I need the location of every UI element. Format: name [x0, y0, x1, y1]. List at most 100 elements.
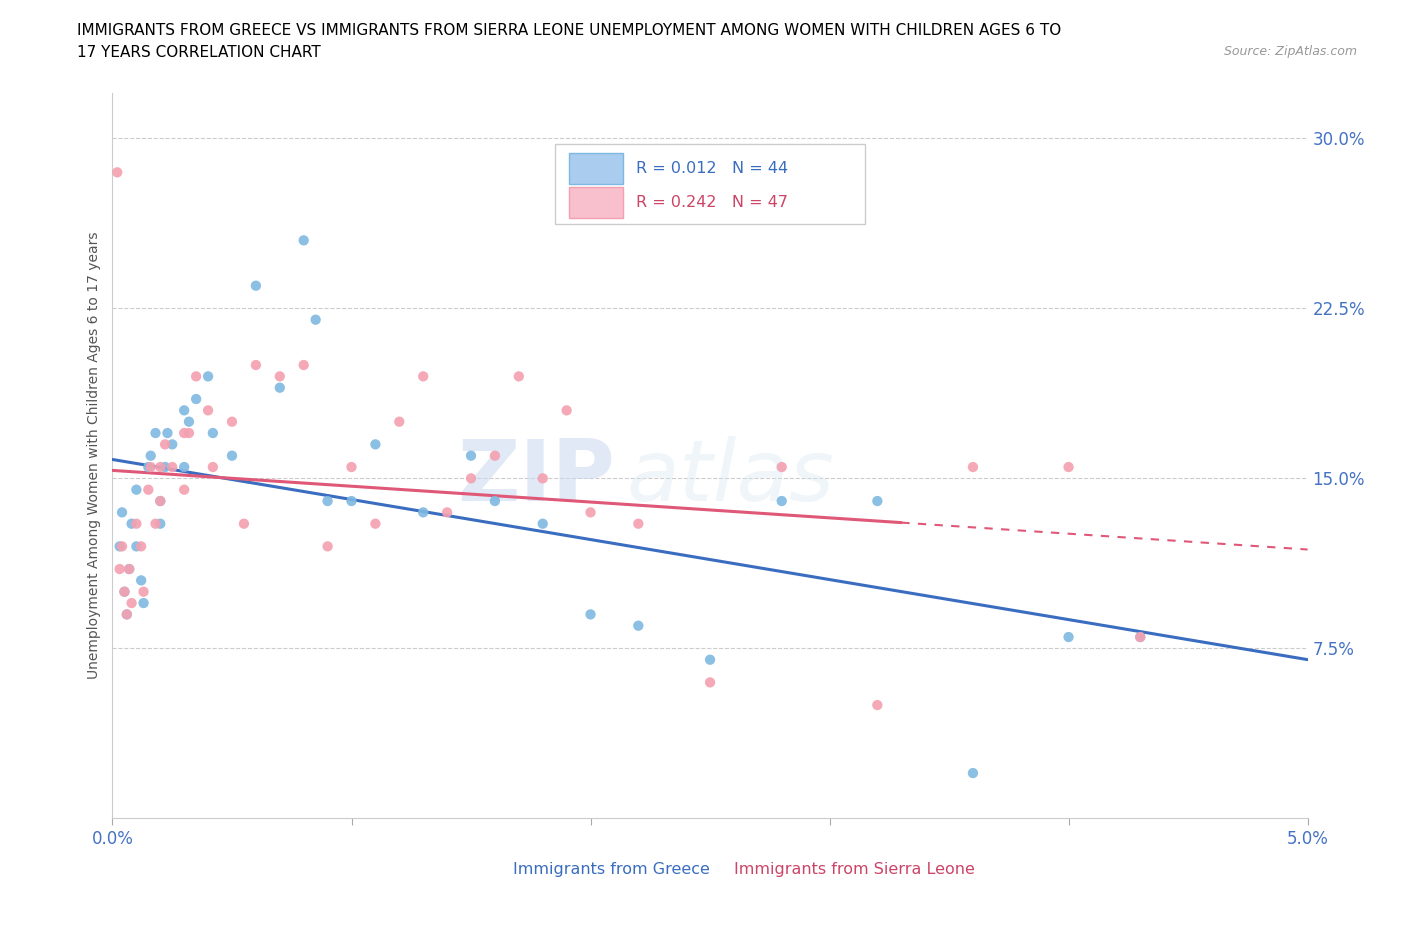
- Point: [173, 483, 195, 498]
- Point: [269, 369, 291, 384]
- Point: [115, 607, 138, 622]
- Point: [129, 539, 152, 554]
- Point: [111, 505, 134, 520]
- Point: [121, 595, 143, 610]
- Point: [156, 426, 179, 441]
- Point: [153, 437, 176, 452]
- Point: [186, 392, 208, 406]
- Point: [555, 403, 578, 418]
- Point: [201, 426, 224, 441]
- Text: ZIP: ZIP: [457, 436, 614, 519]
- Point: [149, 494, 172, 509]
- Point: [125, 516, 148, 531]
- Point: [121, 516, 143, 531]
- Point: [149, 516, 172, 531]
- Point: [1129, 630, 1152, 644]
- Point: [1057, 630, 1080, 644]
- Point: [460, 448, 482, 463]
- Point: [149, 459, 172, 474]
- FancyBboxPatch shape: [519, 857, 564, 880]
- Point: [412, 505, 434, 520]
- Point: [484, 494, 506, 509]
- Point: [1129, 630, 1152, 644]
- Point: [316, 539, 339, 554]
- Point: [316, 494, 339, 509]
- Point: [162, 459, 183, 474]
- Point: [149, 494, 172, 509]
- Point: [177, 414, 200, 429]
- Point: [305, 312, 328, 327]
- Point: [108, 562, 131, 577]
- Point: [132, 595, 155, 610]
- Point: [484, 448, 506, 463]
- Point: [245, 278, 267, 293]
- Point: [173, 459, 195, 474]
- Point: [1057, 459, 1080, 474]
- Point: [114, 584, 135, 599]
- Point: [114, 584, 135, 599]
- Point: [153, 459, 176, 474]
- Point: [139, 459, 162, 474]
- FancyBboxPatch shape: [554, 144, 866, 223]
- Text: IMMIGRANTS FROM GREECE VS IMMIGRANTS FROM SIERRA LEONE UNEMPLOYMENT AMONG WOMEN : IMMIGRANTS FROM GREECE VS IMMIGRANTS FRO…: [77, 23, 1062, 38]
- Point: [173, 403, 195, 418]
- Point: [436, 505, 458, 520]
- Text: 17 YEARS CORRELATION CHART: 17 YEARS CORRELATION CHART: [77, 45, 321, 60]
- Point: [699, 652, 721, 667]
- Point: [233, 516, 256, 531]
- Point: [866, 698, 889, 712]
- Text: R = 0.012   N = 44: R = 0.012 N = 44: [636, 161, 787, 176]
- Point: [364, 437, 387, 452]
- Point: [139, 448, 162, 463]
- Point: [129, 573, 152, 588]
- Point: [770, 494, 793, 509]
- Point: [292, 232, 315, 247]
- FancyBboxPatch shape: [728, 857, 773, 880]
- Point: [292, 357, 315, 372]
- Point: [173, 426, 195, 441]
- Point: [201, 459, 224, 474]
- Point: [125, 539, 148, 554]
- Point: [197, 403, 219, 418]
- Point: [627, 516, 650, 531]
- Point: [111, 539, 134, 554]
- Point: [118, 562, 141, 577]
- FancyBboxPatch shape: [569, 187, 623, 218]
- Point: [340, 459, 363, 474]
- Point: [221, 448, 243, 463]
- Text: Immigrants from Sierra Leone: Immigrants from Sierra Leone: [734, 862, 974, 877]
- Point: [115, 607, 138, 622]
- Point: [186, 369, 208, 384]
- Point: [531, 516, 554, 531]
- Point: [627, 618, 650, 633]
- Point: [125, 483, 148, 498]
- Point: [269, 380, 291, 395]
- Point: [962, 459, 984, 474]
- Y-axis label: Unemployment Among Women with Children Ages 6 to 17 years: Unemployment Among Women with Children A…: [87, 232, 101, 680]
- Text: Immigrants from Greece: Immigrants from Greece: [513, 862, 710, 877]
- Point: [105, 165, 128, 179]
- Point: [579, 505, 602, 520]
- Text: atlas: atlas: [627, 436, 834, 519]
- Point: [412, 369, 434, 384]
- Point: [508, 369, 530, 384]
- Point: [340, 494, 363, 509]
- Point: [245, 357, 267, 372]
- Point: [866, 494, 889, 509]
- Point: [177, 426, 200, 441]
- Point: [388, 414, 411, 429]
- FancyBboxPatch shape: [569, 153, 623, 184]
- Point: [197, 369, 219, 384]
- Point: [221, 414, 243, 429]
- Point: [145, 426, 167, 441]
- Point: [364, 516, 387, 531]
- Point: [118, 562, 141, 577]
- Point: [579, 607, 602, 622]
- Text: R = 0.242   N = 47: R = 0.242 N = 47: [636, 195, 787, 210]
- Point: [132, 584, 155, 599]
- Point: [531, 471, 554, 485]
- Point: [962, 765, 984, 780]
- Point: [770, 459, 793, 474]
- Point: [138, 483, 160, 498]
- Point: [108, 539, 131, 554]
